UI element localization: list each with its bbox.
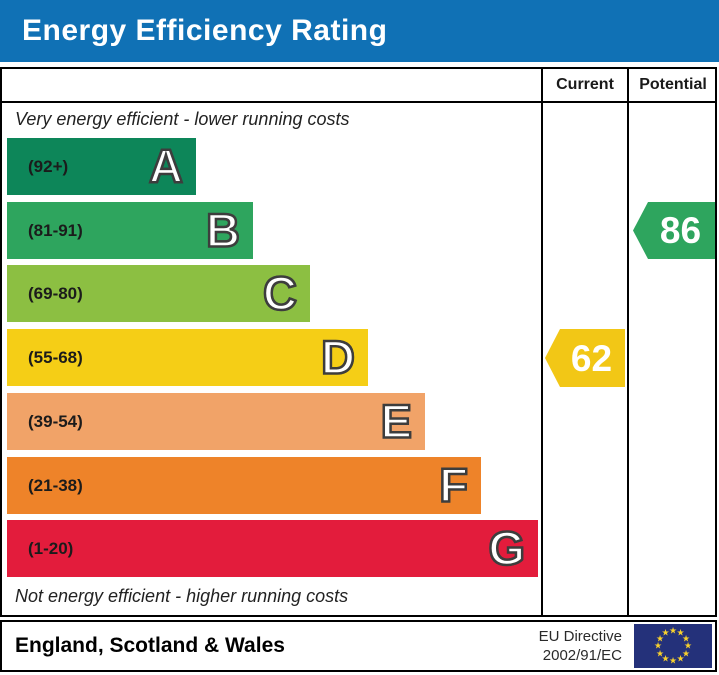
eu-flag-star: ★ — [681, 633, 691, 643]
band-letter: F — [438, 458, 469, 512]
band-range-label: (81-91) — [28, 220, 83, 240]
eu-flag-star: ★ — [668, 625, 678, 636]
column-header-current: Current — [556, 76, 614, 93]
band-letter: G — [487, 521, 526, 575]
eu-flag-star: ★ — [655, 648, 665, 658]
band-letter: E — [379, 394, 413, 448]
eu-flag-star: ★ — [668, 655, 678, 666]
footer-bar: England, Scotland & Wales EU Directive 2… — [0, 620, 717, 672]
eu-flag-star: ★ — [653, 640, 663, 651]
band-c: (69-80) C — [7, 265, 310, 322]
band-range-label: (39-54) — [28, 411, 83, 431]
potential-rating-value: 86 — [659, 210, 702, 251]
eu-flag-star: ★ — [655, 633, 665, 643]
band-d: (55-68) D — [7, 329, 368, 386]
band-range-label: (92+) — [28, 156, 69, 176]
eu-directive-label: EU Directive 2002/91/EC — [539, 627, 622, 666]
region-label: England, Scotland & Wales — [15, 634, 285, 657]
band-letter: A — [148, 139, 184, 193]
eu-flag-star: ★ — [681, 648, 691, 658]
header-underline — [2, 101, 715, 103]
band-letter: C — [262, 266, 298, 320]
column-divider-current — [541, 69, 543, 615]
band-f: (21-38) F — [7, 457, 481, 514]
eu-flag-icon: ★ ★ ★ ★ ★ ★ ★ ★ ★ ★ ★ ★ — [634, 624, 712, 668]
eu-flag-star: ★ — [661, 653, 670, 664]
eu-flag-star: ★ — [676, 627, 685, 638]
page-title: Energy Efficiency Rating — [22, 14, 388, 47]
eu-flag-star: ★ — [683, 640, 693, 651]
band-range-label: (21-38) — [28, 475, 83, 495]
note-very-efficient: Very energy efficient - lower running co… — [15, 109, 350, 129]
band-range-label: (55-68) — [28, 347, 83, 367]
rating-table: Current Potential Very energy efficient … — [0, 67, 717, 617]
eu-directive-line1: EU Directive — [538, 627, 622, 645]
band-g: (1-20) G — [7, 520, 538, 577]
band-e: (39-54) E — [7, 393, 425, 450]
band-letter: D — [320, 330, 356, 384]
current-rating-pointer: 62 — [545, 329, 625, 387]
eu-directive-line2: 2002/91/EC — [542, 647, 622, 664]
column-header-potential: Potential — [639, 76, 707, 93]
band-b: (81-91) B — [7, 202, 253, 259]
eu-flag-star: ★ — [676, 653, 685, 664]
title-bar: Energy Efficiency Rating — [0, 0, 719, 62]
band-range-label: (69-80) — [28, 283, 83, 303]
band-range-label: (1-20) — [28, 538, 74, 558]
note-not-efficient: Not energy efficient - higher running co… — [15, 586, 349, 606]
current-rating-value: 62 — [570, 337, 613, 379]
eu-flag-star: ★ — [661, 627, 670, 638]
column-divider-potential — [627, 69, 629, 615]
band-letter: B — [205, 203, 241, 257]
band-a: (92+) A — [7, 138, 196, 195]
potential-rating-pointer: 86 — [633, 202, 715, 259]
